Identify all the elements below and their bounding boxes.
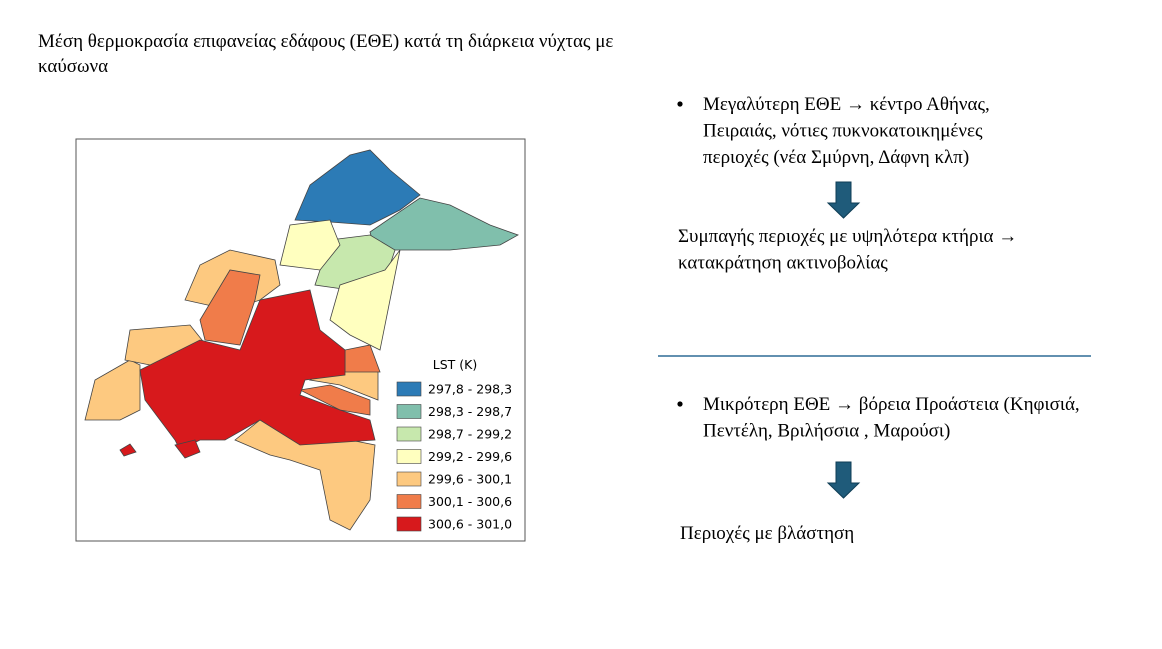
region <box>84 359 141 421</box>
legend-swatch <box>396 471 422 487</box>
legend-swatch <box>396 426 422 442</box>
down-arrow <box>826 181 861 219</box>
map <box>84 149 519 531</box>
region <box>294 149 421 226</box>
legend: 297,8 - 298,3 298,3 - 298,7 298,7 - 299,2 2… <box>396 381 512 532</box>
title-line: καύσωνα <box>38 56 108 77</box>
legend-swatch <box>396 381 422 397</box>
text-line: Πεντέλη, Βριλήσσια , Μαρούσι) <box>703 421 950 442</box>
legend-label: 300,6 - 301,0 <box>428 517 512 532</box>
bullet <box>677 101 683 107</box>
legend-swatch <box>396 494 422 509</box>
text-line: Πειραιάς, νότιες πυκνοκατοικημένες <box>703 121 983 142</box>
text-line: Μικρότερη ΕΘΕ → βόρεια Προάστεια (Κηφισι… <box>703 394 1080 415</box>
text-line: περιοχές (νέα Σμύρνη, Δάφνη κλπ) <box>703 147 969 168</box>
bullet <box>677 401 683 407</box>
legend-label: 298,3 - 298,7 <box>428 404 512 419</box>
legend-label: 299,2 - 299,6 <box>428 449 512 464</box>
legend-label: 299,6 - 300,1 <box>428 472 512 487</box>
legend-swatch <box>396 449 422 464</box>
legend-label: 298,7 - 299,2 <box>428 427 512 442</box>
region <box>119 443 137 457</box>
region <box>279 219 341 271</box>
title-line: Μέση θερμοκρασία επιφανείας εδάφους (ΕΘΕ… <box>38 31 613 52</box>
legend-label: 297,8 - 298,3 <box>428 382 512 397</box>
region <box>298 384 371 416</box>
text-line: Μεγαλύτερη ΕΘΕ → κέντρο Αθήνας, <box>703 94 990 115</box>
legend-title: LST (K) <box>433 357 477 372</box>
region <box>174 439 201 459</box>
text-line: κατακράτηση ακτινοβολίας <box>678 253 888 274</box>
legend-swatch <box>396 516 422 532</box>
legend-swatch <box>396 404 422 419</box>
region <box>329 249 401 351</box>
text-line: Συμπαγής περιοχές με υψηλότερα κτήρια → <box>678 226 1017 247</box>
right-panel: Μεγαλύτερη ΕΘΕ → κέντρο Αθήνας, Πειραιάς,… <box>677 94 1080 544</box>
legend-label: 300,1 - 300,6 <box>428 494 512 509</box>
region <box>199 269 261 346</box>
text-line: Περιοχές με βλάστηση <box>680 523 854 544</box>
down-arrow <box>826 461 861 499</box>
